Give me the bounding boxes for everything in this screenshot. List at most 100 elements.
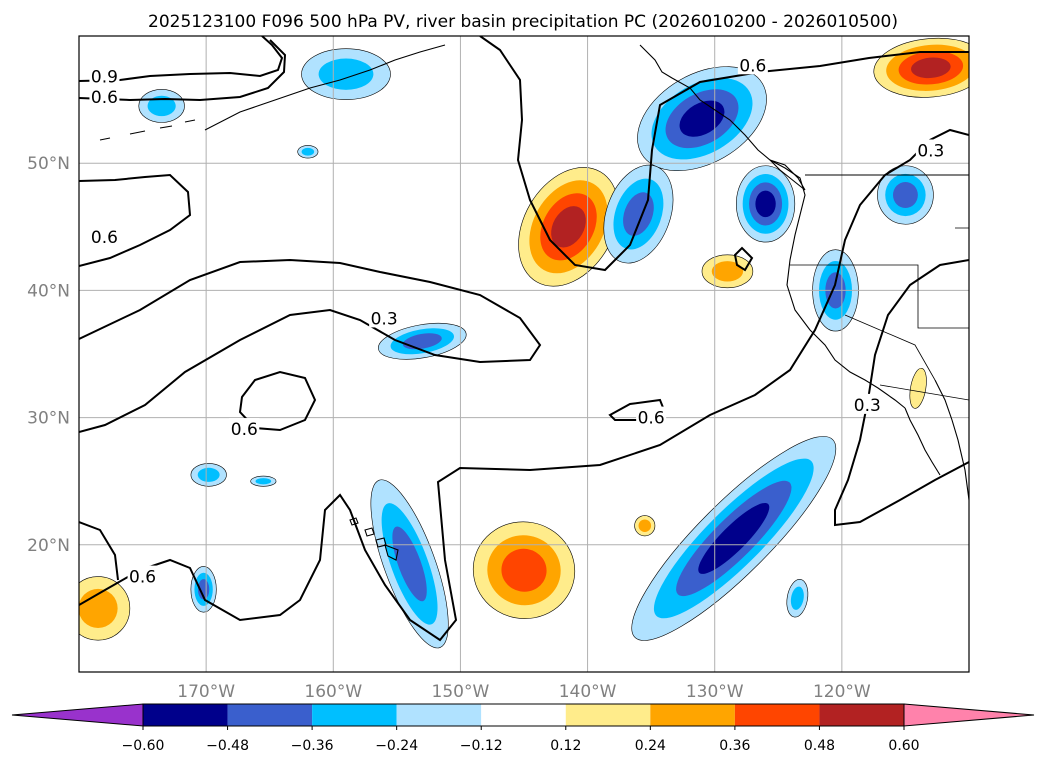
precip-anomaly bbox=[301, 48, 391, 100]
precip-anomaly bbox=[79, 576, 131, 641]
precip-anomaly bbox=[637, 66, 767, 172]
contour-label: 0.3 bbox=[371, 309, 398, 329]
colorbar-segment bbox=[396, 704, 482, 726]
colorbar-tick-label: 0.48 bbox=[804, 738, 835, 754]
longitude-tick-label: 120°W bbox=[813, 682, 871, 702]
latitude-tick-labels: 20°N 30°N 40°N 50°N bbox=[27, 154, 70, 556]
colorbar: −0.60 −0.48 −0.36 −0.24 −0.12 0.12 0.24 0.36 0.4… bbox=[11, 703, 1035, 754]
colorbar-segment bbox=[312, 704, 397, 726]
contour-label-background bbox=[737, 54, 768, 75]
mexico-coast bbox=[934, 379, 969, 501]
longitude-tick-label: 140°W bbox=[559, 682, 617, 702]
colorbar-tick-label: −0.24 bbox=[375, 738, 418, 754]
precip-anomaly bbox=[472, 521, 576, 619]
precip-anomaly bbox=[190, 566, 217, 613]
longitude-tick-label: 170°W bbox=[177, 682, 235, 702]
precip-anomaly-level bbox=[698, 502, 770, 574]
longitude-tick-label: 130°W bbox=[686, 682, 744, 702]
contour-label-background bbox=[369, 307, 400, 328]
precip-anomaly-level bbox=[790, 586, 804, 610]
precip-anomaly bbox=[873, 37, 969, 98]
contour-label: 0.6 bbox=[91, 88, 118, 108]
colorbar-extend-high bbox=[903, 703, 1035, 727]
latitude-tick-label: 50°N bbox=[27, 154, 70, 174]
alaska-peninsula bbox=[204, 44, 446, 131]
colorbar-tick-label: 0.12 bbox=[550, 738, 581, 754]
latitude-tick-label: 30°N bbox=[27, 409, 70, 429]
state-borders bbox=[790, 227, 969, 401]
precip-anomaly bbox=[603, 164, 674, 264]
colorbar-extend-low bbox=[11, 703, 144, 727]
precip-anomaly-layer bbox=[79, 37, 969, 649]
precip-anomaly bbox=[190, 463, 227, 487]
colorbar-segment bbox=[565, 704, 651, 726]
colorbar-tick-label: 0.36 bbox=[719, 738, 750, 754]
contour-label: 0.3 bbox=[917, 141, 944, 161]
precip-anomaly bbox=[786, 579, 809, 618]
pv-contour-0.3-tongue bbox=[79, 258, 542, 433]
colorbar-tick-label: −0.36 bbox=[291, 738, 334, 754]
pv-contour-labels: 0.90.60.60.30.60.60.60.60.30.3 bbox=[89, 54, 946, 588]
contour-label-background bbox=[127, 565, 158, 586]
hawaii-big-island bbox=[384, 544, 399, 561]
colorbar-outline bbox=[142, 703, 905, 727]
longitude-tick-labels: 170°W 160°W 150°W 140°W 130°W 120°W bbox=[177, 682, 871, 702]
map-frame bbox=[78, 35, 970, 673]
colorbar-segment bbox=[227, 704, 313, 726]
precip-anomaly-level bbox=[638, 519, 652, 532]
pv-contour-0.6-north bbox=[79, 39, 287, 102]
precip-anomaly bbox=[634, 515, 656, 537]
pv-contour-0.3-southeast bbox=[834, 259, 969, 527]
contour-label-background bbox=[89, 86, 120, 107]
colorbar-segment bbox=[481, 704, 566, 726]
colorbar-segment bbox=[734, 704, 820, 726]
colorbar-tick-label: −0.12 bbox=[460, 738, 503, 754]
contour-label-background bbox=[89, 225, 120, 246]
pv-contour-0.6-ridge bbox=[479, 36, 969, 272]
longitude-tick-label: 160°W bbox=[304, 682, 362, 702]
precip-anomaly-level bbox=[501, 548, 547, 592]
precip-anomaly bbox=[250, 475, 277, 487]
baja-peninsula bbox=[904, 407, 941, 476]
precip-anomaly-level bbox=[551, 206, 586, 248]
precip-anomaly bbox=[297, 145, 319, 159]
precip-anomaly-level bbox=[679, 100, 725, 137]
precip-anomaly bbox=[518, 167, 619, 287]
precip-anomaly-level bbox=[197, 467, 220, 482]
precip-anomaly-level bbox=[255, 478, 272, 485]
contour-label: 0.3 bbox=[854, 396, 881, 416]
precip-anomaly-level bbox=[909, 367, 927, 409]
precip-anomaly-level bbox=[147, 95, 176, 117]
precip-anomaly bbox=[378, 322, 467, 360]
colorbar-segment bbox=[143, 704, 228, 726]
precip-anomaly bbox=[877, 165, 934, 225]
graticule bbox=[79, 36, 969, 672]
colorbar-tick-label: −0.60 bbox=[122, 738, 165, 754]
colorbar-tick-label: 0.24 bbox=[635, 738, 666, 754]
pv-contour-0.6-southwest bbox=[79, 521, 119, 581]
longitude-tick-label: 150°W bbox=[432, 682, 490, 702]
precip-anomaly-level bbox=[711, 261, 744, 282]
vancouver-island bbox=[769, 159, 806, 191]
contour-label-background bbox=[89, 65, 120, 86]
precip-anomaly bbox=[909, 367, 927, 409]
latitude-tick-label: 40°N bbox=[27, 281, 70, 301]
contour-label-background bbox=[915, 139, 946, 160]
contour-label: 0.9 bbox=[91, 68, 118, 88]
pv-contour-0.9 bbox=[79, 36, 284, 82]
latitude-tick-label: 20°N bbox=[27, 536, 70, 556]
contour-label: 0.6 bbox=[91, 228, 118, 248]
contour-label: 0.6 bbox=[739, 56, 766, 76]
pv-contour-0.6-small-east bbox=[733, 246, 754, 272]
contour-label: 0.6 bbox=[231, 420, 258, 440]
pv-contour-0.6-mid-west bbox=[79, 173, 192, 267]
precip-anomaly-level bbox=[755, 190, 776, 218]
colorbar-segment bbox=[819, 704, 904, 726]
colorbar-segment bbox=[650, 704, 735, 726]
pv-contour-0.3-east bbox=[79, 128, 969, 642]
hawaii-island-oahu bbox=[364, 527, 375, 537]
contour-label: 0.6 bbox=[638, 409, 665, 429]
alaska-coastline bbox=[639, 44, 906, 409]
contour-label: 0.6 bbox=[129, 568, 156, 588]
